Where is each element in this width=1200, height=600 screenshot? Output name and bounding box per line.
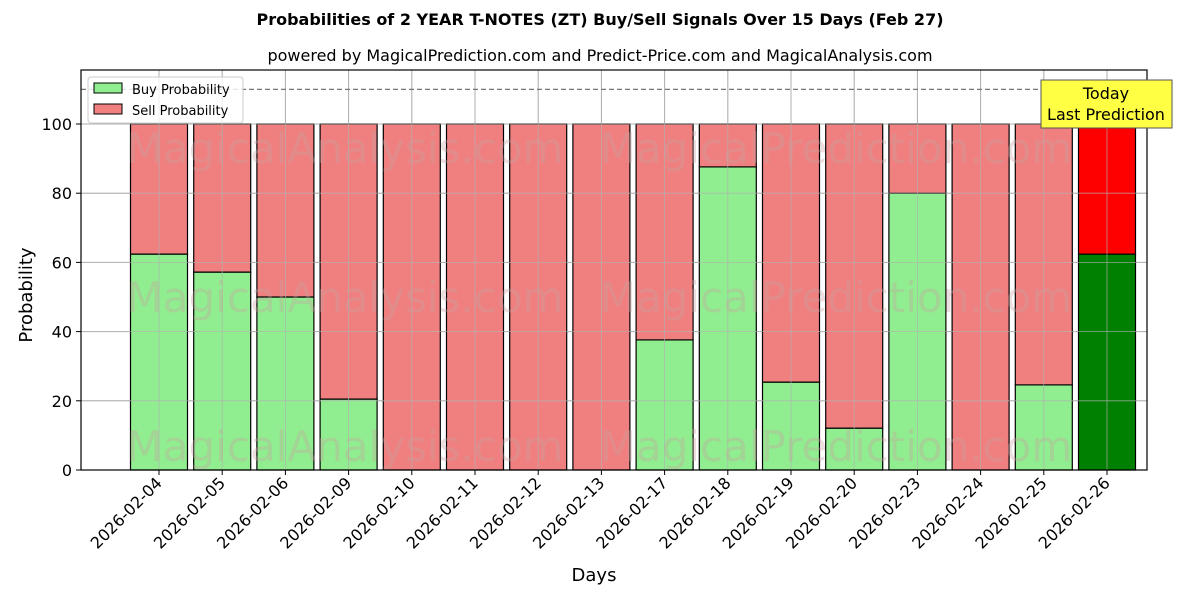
y-tick-label: 80 [52, 184, 72, 203]
plot-frame [80, 69, 1148, 471]
y-tick-label: 100 [41, 115, 72, 134]
legend-swatch [93, 82, 123, 94]
watermark: MagicalAnalysis.com [127, 124, 564, 173]
chart-subtitle: powered by MagicalPrediction.com and Pre… [267, 46, 933, 65]
watermark: MagicalPrediction.com [600, 124, 1073, 173]
y-tick-label: 60 [52, 253, 72, 272]
y-tick-label: 40 [52, 323, 72, 342]
watermark: MagicalPrediction.com [600, 273, 1073, 322]
chart-title: Probabilities of 2 YEAR T-NOTES (ZT) Buy… [256, 10, 944, 29]
y-axis-label: Probability [16, 247, 37, 342]
y-tick-label: 20 [52, 392, 72, 411]
legend-label: Sell Probability [132, 104, 229, 119]
legend-label: Buy Probability [132, 83, 230, 98]
legend-swatch [93, 103, 123, 115]
watermark: MagicalAnalysis.com [127, 273, 564, 322]
today-annotation: Today Last Prediction [1040, 79, 1173, 129]
annotation-line1: Today [1082, 84, 1129, 103]
watermark: MagicalPrediction.com [600, 422, 1073, 471]
legend: Buy Probability Sell Probability [87, 76, 244, 124]
watermark: MagicalAnalysis.com [127, 422, 564, 471]
y-tick-label: 0 [62, 461, 72, 480]
x-axis-label: Days [572, 565, 617, 586]
annotation-line2: Last Prediction [1047, 105, 1165, 124]
annotation-box [1040, 79, 1173, 129]
legend-box [87, 76, 244, 124]
